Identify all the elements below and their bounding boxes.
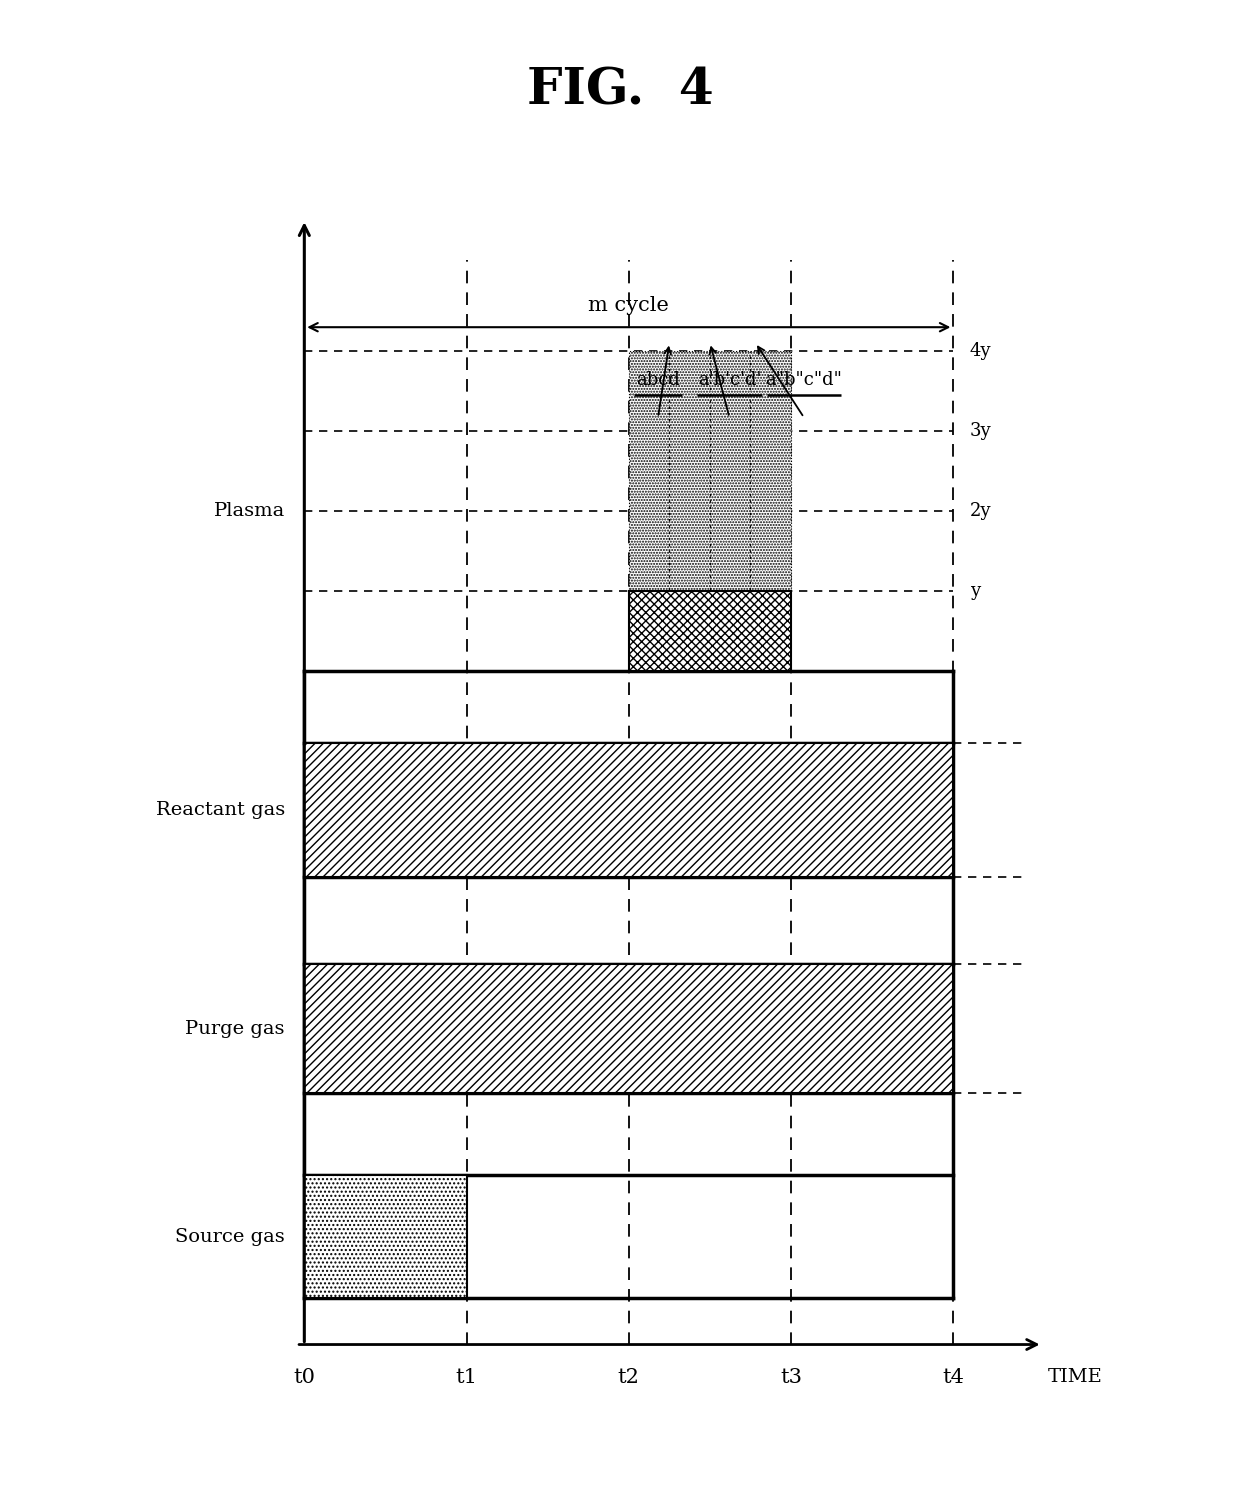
Text: t0: t0 <box>294 1368 315 1387</box>
Text: TIME: TIME <box>1048 1368 1102 1386</box>
Text: Source gas: Source gas <box>175 1228 285 1246</box>
Text: m cycle: m cycle <box>588 296 670 315</box>
Bar <box>629 591 791 671</box>
Text: a"b"c"d": a"b"c"d" <box>765 371 842 389</box>
Text: 3y: 3y <box>970 422 991 440</box>
Text: 4y: 4y <box>970 342 991 359</box>
Text: t4: t4 <box>942 1368 965 1387</box>
Text: FIG.  4: FIG. 4 <box>527 67 713 116</box>
Text: t3: t3 <box>780 1368 802 1387</box>
Bar <box>304 964 954 1093</box>
Text: t2: t2 <box>618 1368 640 1387</box>
Text: Reactant gas: Reactant gas <box>155 802 285 820</box>
Bar <box>304 744 954 878</box>
Bar <box>304 1175 466 1298</box>
Text: t1: t1 <box>455 1368 477 1387</box>
Text: y: y <box>970 582 980 600</box>
Text: Purge gas: Purge gas <box>185 1020 285 1038</box>
Text: abcd: abcd <box>636 371 680 389</box>
Text: Plasma: Plasma <box>213 502 285 520</box>
Text: a'b'c'd': a'b'c'd' <box>698 371 761 389</box>
Text: 2y: 2y <box>970 502 991 520</box>
Bar <box>629 350 791 591</box>
